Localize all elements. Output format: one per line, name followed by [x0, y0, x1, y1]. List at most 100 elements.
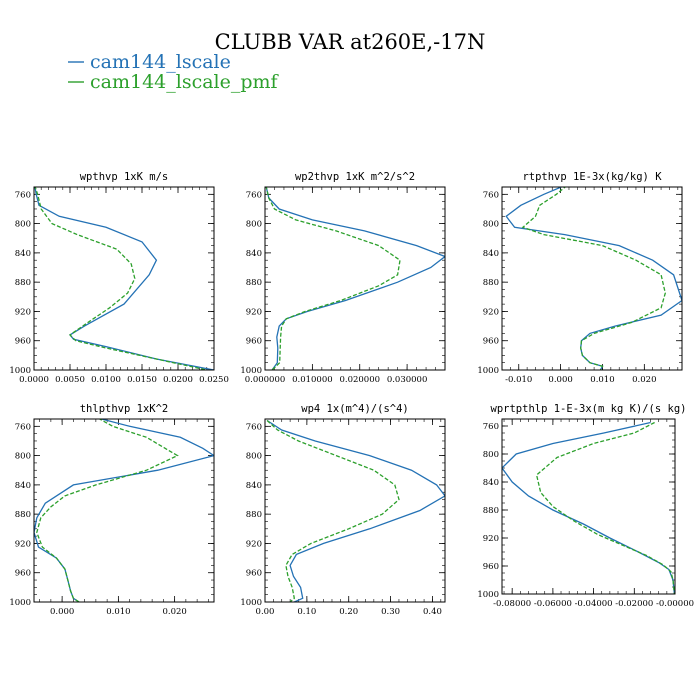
y-tick-label: 960: [483, 337, 499, 347]
y-tick-label: 800: [246, 220, 262, 230]
y-tick-label: 760: [246, 422, 262, 432]
series-line-lscale-pmf: [265, 187, 401, 370]
x-tick-label: -0.06000: [534, 599, 572, 609]
x-tick-label: 0.000: [50, 607, 74, 617]
x-tick-label: 0.010000: [292, 375, 333, 385]
plot-frame: [264, 418, 446, 603]
panel-3: thlpthvp 1xK^2 760 800 840 880 920 960 1000 0.00…: [9, 403, 215, 617]
panel-title-0: wpthvp 1xK m/s: [80, 171, 169, 183]
series-line-lscale-pmf: [36, 419, 179, 602]
x-tick-label: 0.0050: [55, 375, 85, 385]
y-tick-label: 800: [15, 452, 31, 462]
y-tick-label: 920: [483, 534, 499, 544]
y-tick-label: 960: [15, 569, 31, 579]
y-tick-label: 840: [483, 249, 499, 259]
y-tick-label: 800: [246, 452, 262, 462]
plot-frame: [501, 418, 676, 595]
x-tick-label: 0.010: [590, 375, 614, 385]
y-tick-label: 920: [246, 307, 262, 317]
x-tick-label: -0.00000: [656, 599, 694, 609]
panel-0: wpthvp 1xK m/s76080084088092096010000.00…: [9, 171, 229, 385]
y-tick-label: 920: [15, 307, 31, 317]
series-line-lscale-pmf: [266, 420, 400, 602]
x-tick-label: 0.0100: [91, 375, 121, 385]
y-tick-label: 920: [246, 539, 262, 549]
x-tick-label: 0.020: [632, 375, 656, 385]
y-tick-label: 1000: [477, 590, 499, 600]
y-tick-label: 840: [483, 478, 499, 488]
x-tick-label: 0.0200: [163, 375, 193, 385]
y-tick-label: 1000: [9, 598, 31, 608]
y-tick-label: 960: [246, 569, 262, 579]
y-tick-label: 800: [483, 220, 499, 230]
series-line-lscale-pmf: [34, 187, 207, 370]
y-tick-label: 760: [246, 190, 262, 200]
y-tick-label: 880: [483, 278, 499, 288]
x-tick-label: 0.0000: [19, 375, 49, 385]
y-tick-label: 920: [15, 539, 31, 549]
x-tick-label: 0.20: [339, 607, 358, 617]
x-tick-label: 0.40: [423, 607, 442, 617]
series-line-lscale: [265, 187, 445, 370]
legend-label-1: cam144_lscale_pmf: [90, 71, 280, 93]
x-tick-label: 0.000000: [245, 375, 286, 385]
x-tick-label: 0.00: [256, 607, 275, 617]
x-tick-label: 0.020000: [339, 375, 380, 385]
x-tick-label: -0.04000: [575, 599, 613, 609]
series-line-lscale: [34, 187, 214, 370]
panel-2: rtpthvp 1E-3x(kg/kg) K 760 800 840 880 920 960…: [477, 171, 683, 385]
panel-1: wp2thvp 1xK m^2/s^2 760 800 840 880 920 960 100…: [240, 171, 446, 385]
y-tick-label: 1000: [240, 366, 262, 376]
x-tick-label: 0.030000: [387, 375, 428, 385]
legend: cam144_lscale cam144_lscale_pmf: [68, 51, 280, 93]
y-tick-label: 1000: [477, 366, 499, 376]
panel-5: wprtpthlp 1-E-3x(m kg K)/(s kg) 760 800 840…: [477, 403, 694, 609]
y-tick-label: 920: [483, 307, 499, 317]
panels: wpthvp 1xK m/s76080084088092096010000.00…: [9, 171, 694, 617]
y-tick-label: 960: [246, 337, 262, 347]
panel-title-3: thlpthvp 1xK^2: [80, 403, 169, 415]
x-tick-label: 0.30: [381, 607, 400, 617]
x-tick-label: 0.0250: [199, 375, 229, 385]
y-tick-label: 840: [246, 481, 262, 491]
y-tick-label: 880: [483, 506, 499, 516]
series-line-lscale-pmf: [521, 187, 666, 370]
figure-title: CLUBB VAR at260E,-17N: [215, 30, 486, 54]
y-tick-label: 760: [15, 422, 31, 432]
y-tick-label: 1000: [9, 366, 31, 376]
x-tick-label: 0.010: [106, 607, 130, 617]
panel-title-2: rtpthvp 1E-3x(kg/kg) K: [522, 171, 662, 183]
series-line-lscale-pmf: [535, 421, 675, 594]
series-line-lscale: [266, 419, 445, 602]
y-tick-label: 880: [15, 278, 31, 288]
panel-title-5: wprtpthlp 1-E-3x(m kg K)/(s kg): [491, 403, 687, 415]
y-tick-label: 800: [483, 450, 499, 460]
x-tick-label: -0.010: [505, 375, 532, 385]
y-tick-label: 840: [15, 249, 31, 259]
plot-frame: [264, 186, 446, 371]
y-tick-label: 840: [15, 481, 31, 491]
x-tick-label: 0.10: [297, 607, 316, 617]
y-tick-label: 880: [246, 278, 262, 288]
plot-frame: [33, 186, 215, 371]
legend-label-0: cam144_lscale: [90, 51, 231, 73]
y-tick-label: 760: [483, 190, 499, 200]
panel-title-1: wp2thvp 1xK m^2/s^2: [295, 171, 415, 183]
plot-frame: [33, 418, 215, 603]
x-tick-label: 0.000: [548, 375, 572, 385]
y-tick-label: 960: [15, 337, 31, 347]
x-tick-label: 0.0150: [127, 375, 157, 385]
y-tick-label: 800: [15, 220, 31, 230]
x-tick-label: -0.02000: [615, 599, 653, 609]
y-tick-label: 760: [15, 190, 31, 200]
y-tick-label: 840: [246, 249, 262, 259]
plot-frame: [501, 186, 683, 371]
y-tick-label: 880: [15, 510, 31, 520]
panel-4: wp4 1x(m^4)/(s^4)76080084088092096010000…: [240, 403, 446, 617]
y-tick-label: 1000: [240, 598, 262, 608]
y-tick-label: 880: [246, 510, 262, 520]
y-tick-label: 960: [483, 562, 499, 572]
y-tick-label: 760: [483, 422, 499, 432]
x-tick-label: -0.08000: [493, 599, 531, 609]
